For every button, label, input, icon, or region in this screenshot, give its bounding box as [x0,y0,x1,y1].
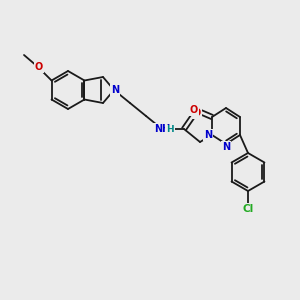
Text: Cl: Cl [242,204,253,214]
Text: NH: NH [154,124,170,134]
Text: O: O [193,108,201,118]
Text: N: N [204,130,212,140]
Text: N: N [222,142,230,152]
Text: O: O [35,62,43,72]
Text: N: N [111,85,119,95]
Text: H: H [166,125,174,134]
Text: O: O [190,105,198,115]
